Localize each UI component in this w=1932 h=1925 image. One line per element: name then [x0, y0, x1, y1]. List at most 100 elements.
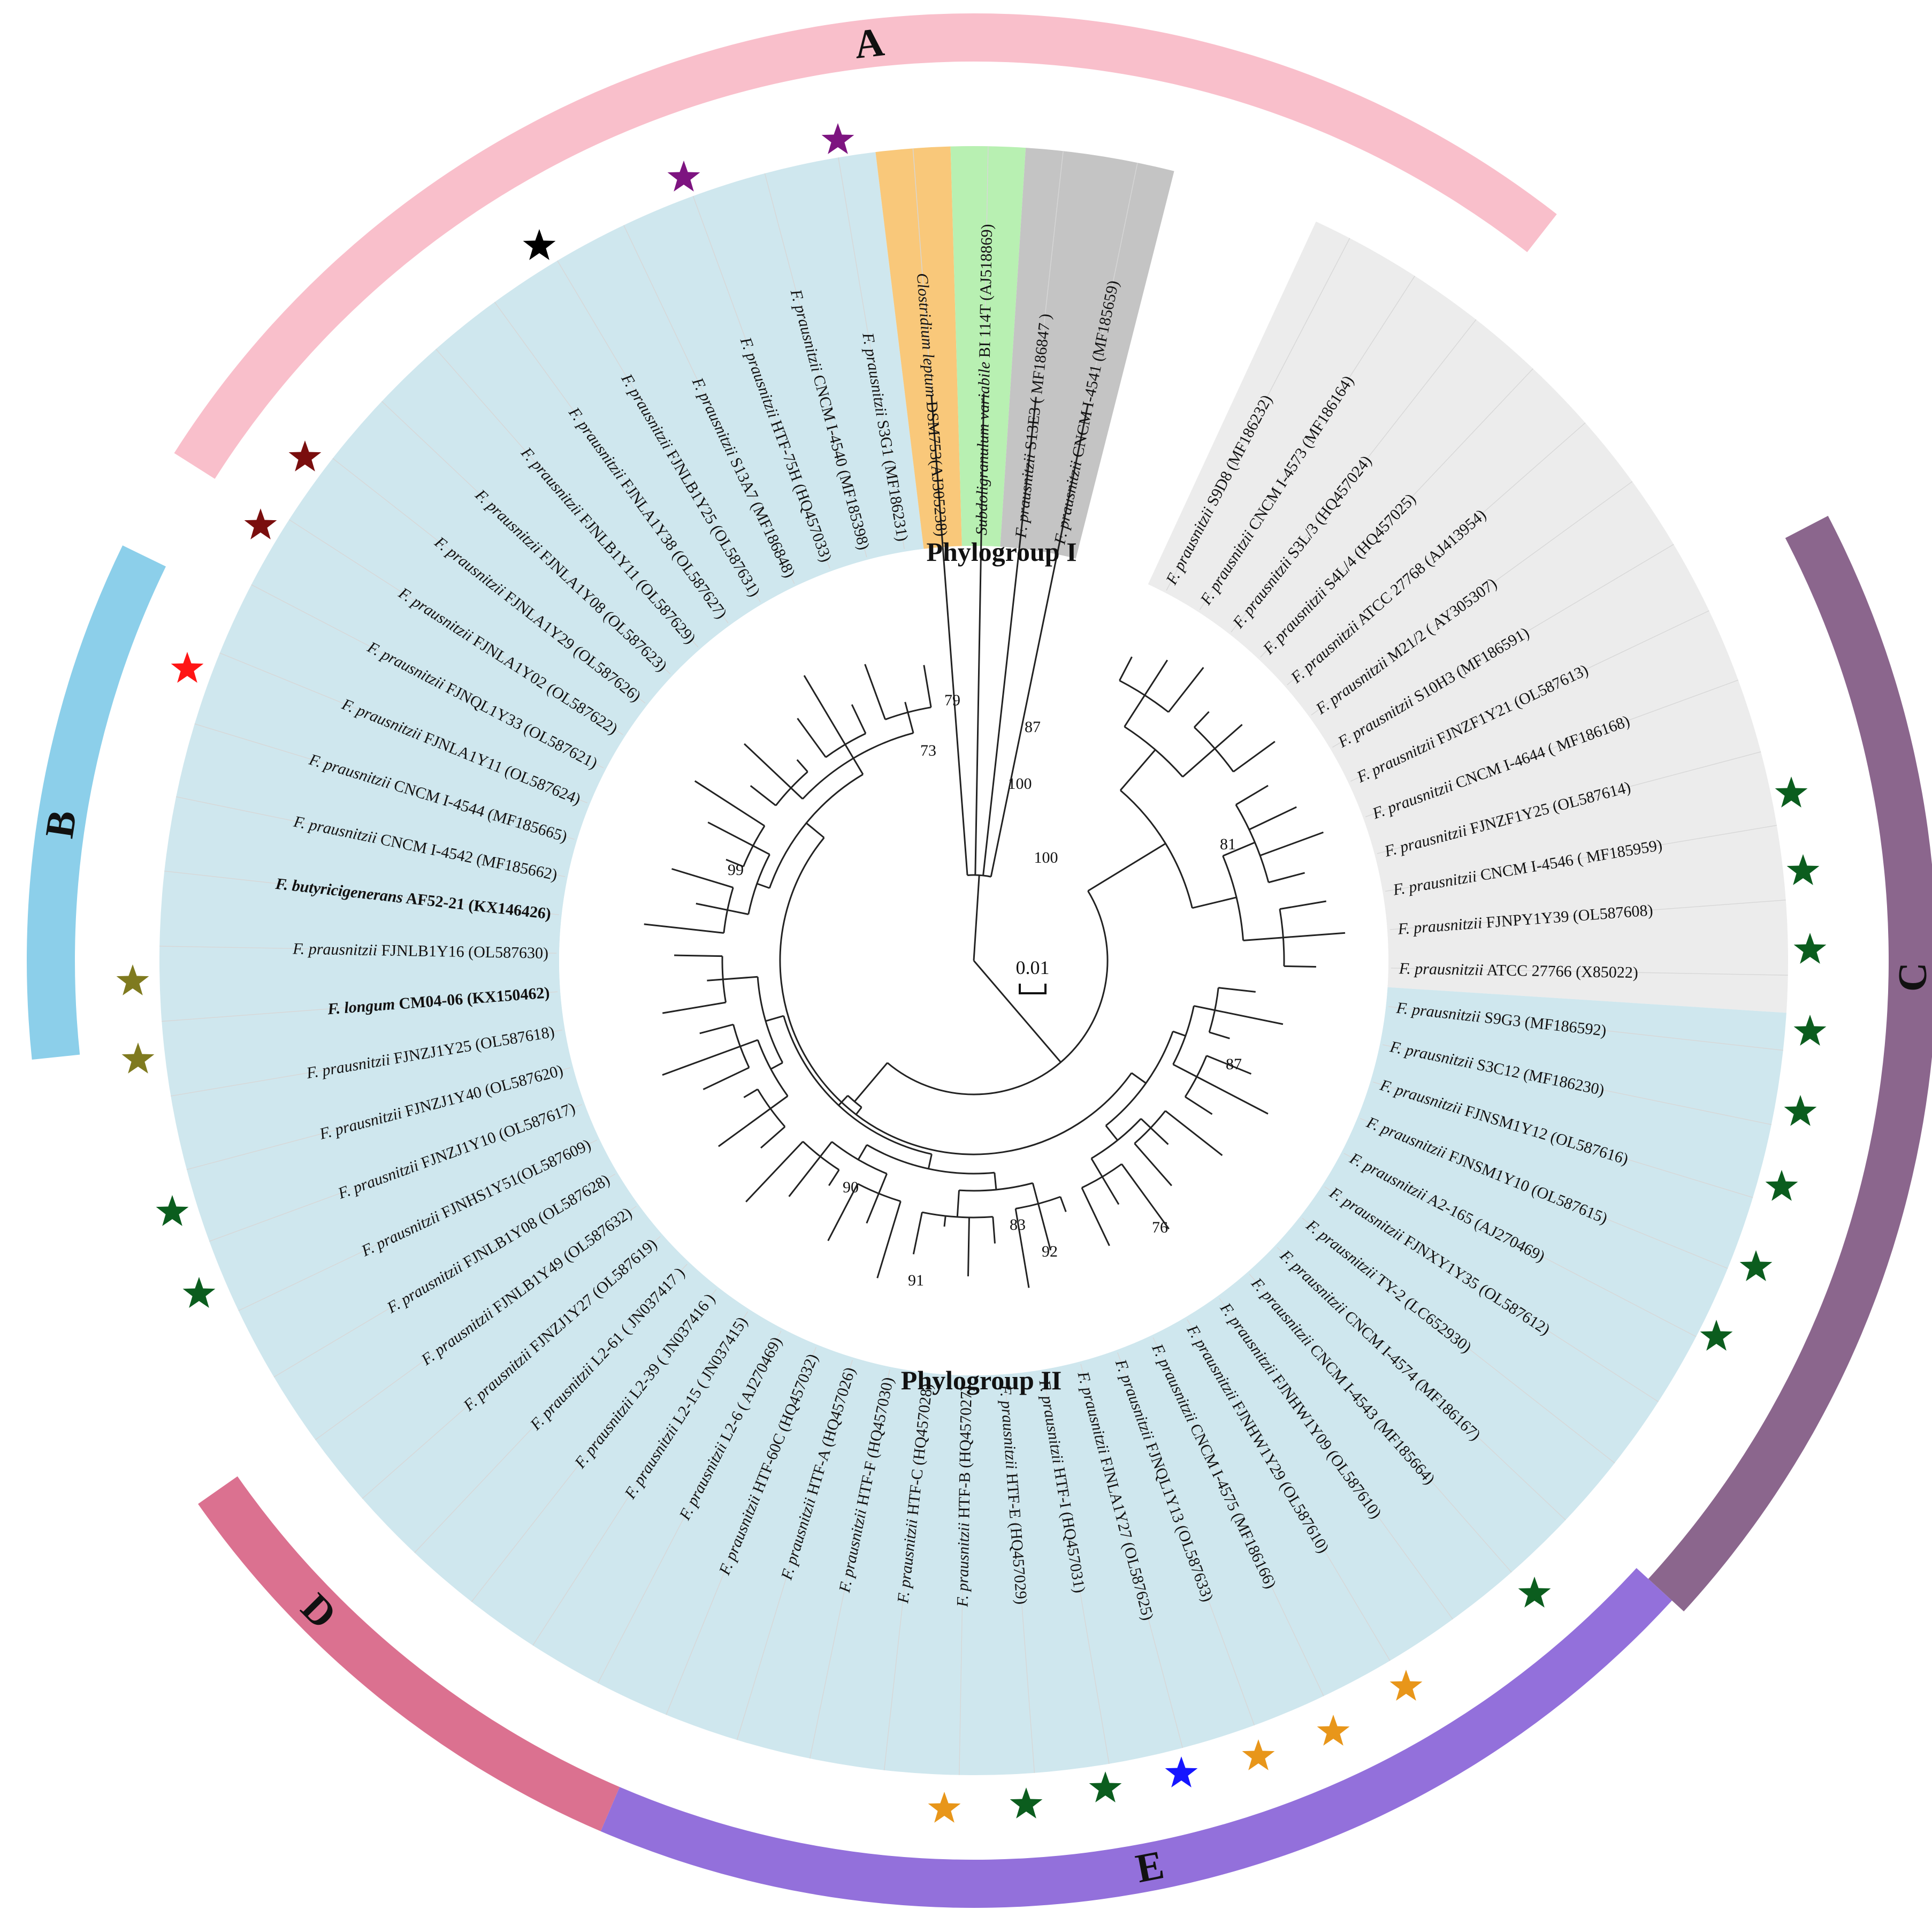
- leaf-spoke: [1231, 319, 1477, 633]
- clade-band-e: [600, 1568, 1672, 1908]
- clade-letter-a: A: [852, 19, 887, 67]
- star-marker: [928, 1792, 961, 1823]
- leaf-spoke: [1004, 1376, 1035, 1773]
- tree-branch: [956, 1190, 960, 1218]
- svg-text:F. prausnitzii ATCC 27766 (X85: F. prausnitzii ATCC 27766 (X85022): [1399, 960, 1639, 981]
- taxon-genus: Subdoligranulum variabile: [973, 362, 994, 536]
- leaf-spoke: [1187, 1319, 1391, 1661]
- taxon-label: F. prausnitzii HTF-B (HQ457027): [953, 1386, 975, 1608]
- tree-branch: [803, 675, 846, 745]
- tree-branch: [743, 1088, 758, 1098]
- tree-branch: [1279, 900, 1326, 910]
- star-marker: [1786, 854, 1820, 885]
- leaf-spoke: [1277, 1247, 1566, 1520]
- tree-branch: [852, 758, 864, 775]
- tree-branch: [718, 1108, 771, 1147]
- svg-text:F. prausnitzii HTF-B (HQ457027: F. prausnitzii HTF-B (HQ457027): [953, 1386, 975, 1608]
- star-marker: [1389, 1670, 1423, 1701]
- tree-branch: [1182, 748, 1216, 778]
- leaf-spoke: [736, 1360, 853, 1740]
- leaf-spoke: [764, 173, 867, 558]
- leaf-spoke: [251, 584, 604, 769]
- leaf-spoke: [597, 1330, 782, 1684]
- clade-letter-b: B: [37, 808, 86, 841]
- taxon-label: F. prausnitzii FJNLB1Y16 (OL587630): [292, 940, 548, 962]
- clostridium-sector: [875, 146, 962, 549]
- leaf-spoke: [1117, 1352, 1255, 1726]
- bootstrap-labels: 79 87 73 100 100 99 81 87 90 83 92 76 91: [728, 691, 1242, 1289]
- svg-text:F. prausnitzii FJNLB1Y16 (OL58: F. prausnitzii FJNLB1Y16 (OL587630): [292, 940, 548, 962]
- tree-branch: [1283, 932, 1346, 939]
- tree-branch: [930, 394, 968, 876]
- star-marker: [523, 229, 556, 260]
- clade-band-a: [174, 13, 1557, 479]
- leaf-spoke: [1080, 1364, 1183, 1748]
- leaf-spoke: [1199, 276, 1415, 610]
- tree-branch: [694, 780, 765, 827]
- star-marker: [121, 1043, 155, 1074]
- tree-branch: [788, 1156, 821, 1197]
- star-marker: [1784, 1095, 1817, 1126]
- tree-connector: [802, 732, 914, 800]
- tree-branch: [1214, 724, 1243, 749]
- tree-branch: [982, 397, 1037, 876]
- leaf-spoke: [959, 1378, 967, 1775]
- tree-branch: [727, 909, 749, 915]
- tree-branch: [760, 1126, 786, 1149]
- star-marker: [1089, 1771, 1122, 1802]
- leaf-spoke: [381, 401, 671, 674]
- star-marker: [1242, 1739, 1275, 1770]
- leaf-spoke: [273, 1174, 615, 1378]
- star-marker: [821, 123, 854, 154]
- tree-branch: [702, 1067, 750, 1091]
- tree-branch: [855, 1107, 862, 1115]
- tree-branch: [838, 1095, 849, 1106]
- bootstrap-value: 90: [843, 1178, 859, 1196]
- tree-branch: [1259, 831, 1324, 857]
- star-marker: [1765, 1170, 1798, 1201]
- grey-outgroup-sector: [1000, 148, 1174, 559]
- taxon-label: F. prausnitzii ATCC 27766 (X85022): [1399, 960, 1639, 981]
- leaf-spoke: [883, 1375, 928, 1770]
- tree-branch: [723, 976, 758, 980]
- scale-bar-label: 0.01: [1016, 957, 1050, 978]
- tree-branch: [1119, 749, 1156, 791]
- leaf-spoke: [164, 871, 559, 915]
- tree-branch: [1222, 841, 1256, 857]
- tree-branch: [904, 702, 909, 713]
- tree-branch: [1081, 1187, 1110, 1246]
- star-marker: [1010, 1787, 1043, 1819]
- leaf-spoke: [332, 458, 646, 704]
- bootstrap-value: 100: [1008, 775, 1032, 793]
- tree-branch: [790, 787, 804, 800]
- leaf-spoke: [315, 1206, 637, 1441]
- tree-branch: [854, 1062, 888, 1102]
- tree-branch: [739, 1039, 758, 1047]
- taxon-strain: ATCC 27766 (X85022): [1483, 961, 1638, 981]
- tree-branch: [1192, 896, 1237, 909]
- bootstrap-value: 83: [1010, 1216, 1026, 1234]
- bootstrap-value: 76: [1152, 1219, 1168, 1236]
- star-marker: [1518, 1577, 1551, 1608]
- tree-branch: [1268, 872, 1305, 884]
- tree-branch: [876, 1201, 902, 1279]
- leaf-spoke: [810, 1369, 890, 1759]
- clade-bands: [26, 13, 1932, 1908]
- tree-branch: [662, 1001, 726, 1014]
- leaf-spoke: [414, 1264, 688, 1553]
- star-marker: [182, 1277, 216, 1308]
- leaf-spoke: [557, 260, 761, 603]
- tree-branch: [1131, 1072, 1147, 1084]
- tree-branch: [1209, 1031, 1230, 1039]
- tree-branch: [1014, 1208, 1030, 1288]
- leaf-spoke: [1389, 900, 1786, 930]
- star-marker: [1793, 1015, 1827, 1046]
- leaf-spoke: [1382, 1044, 1771, 1125]
- tree-branch: [1059, 1196, 1067, 1212]
- tree-branch: [1087, 842, 1166, 892]
- leaf-spoke: [1343, 1153, 1697, 1337]
- tree-branch: [1119, 656, 1133, 681]
- leaf-spoke: [838, 157, 905, 549]
- tree-branch: [927, 1154, 933, 1169]
